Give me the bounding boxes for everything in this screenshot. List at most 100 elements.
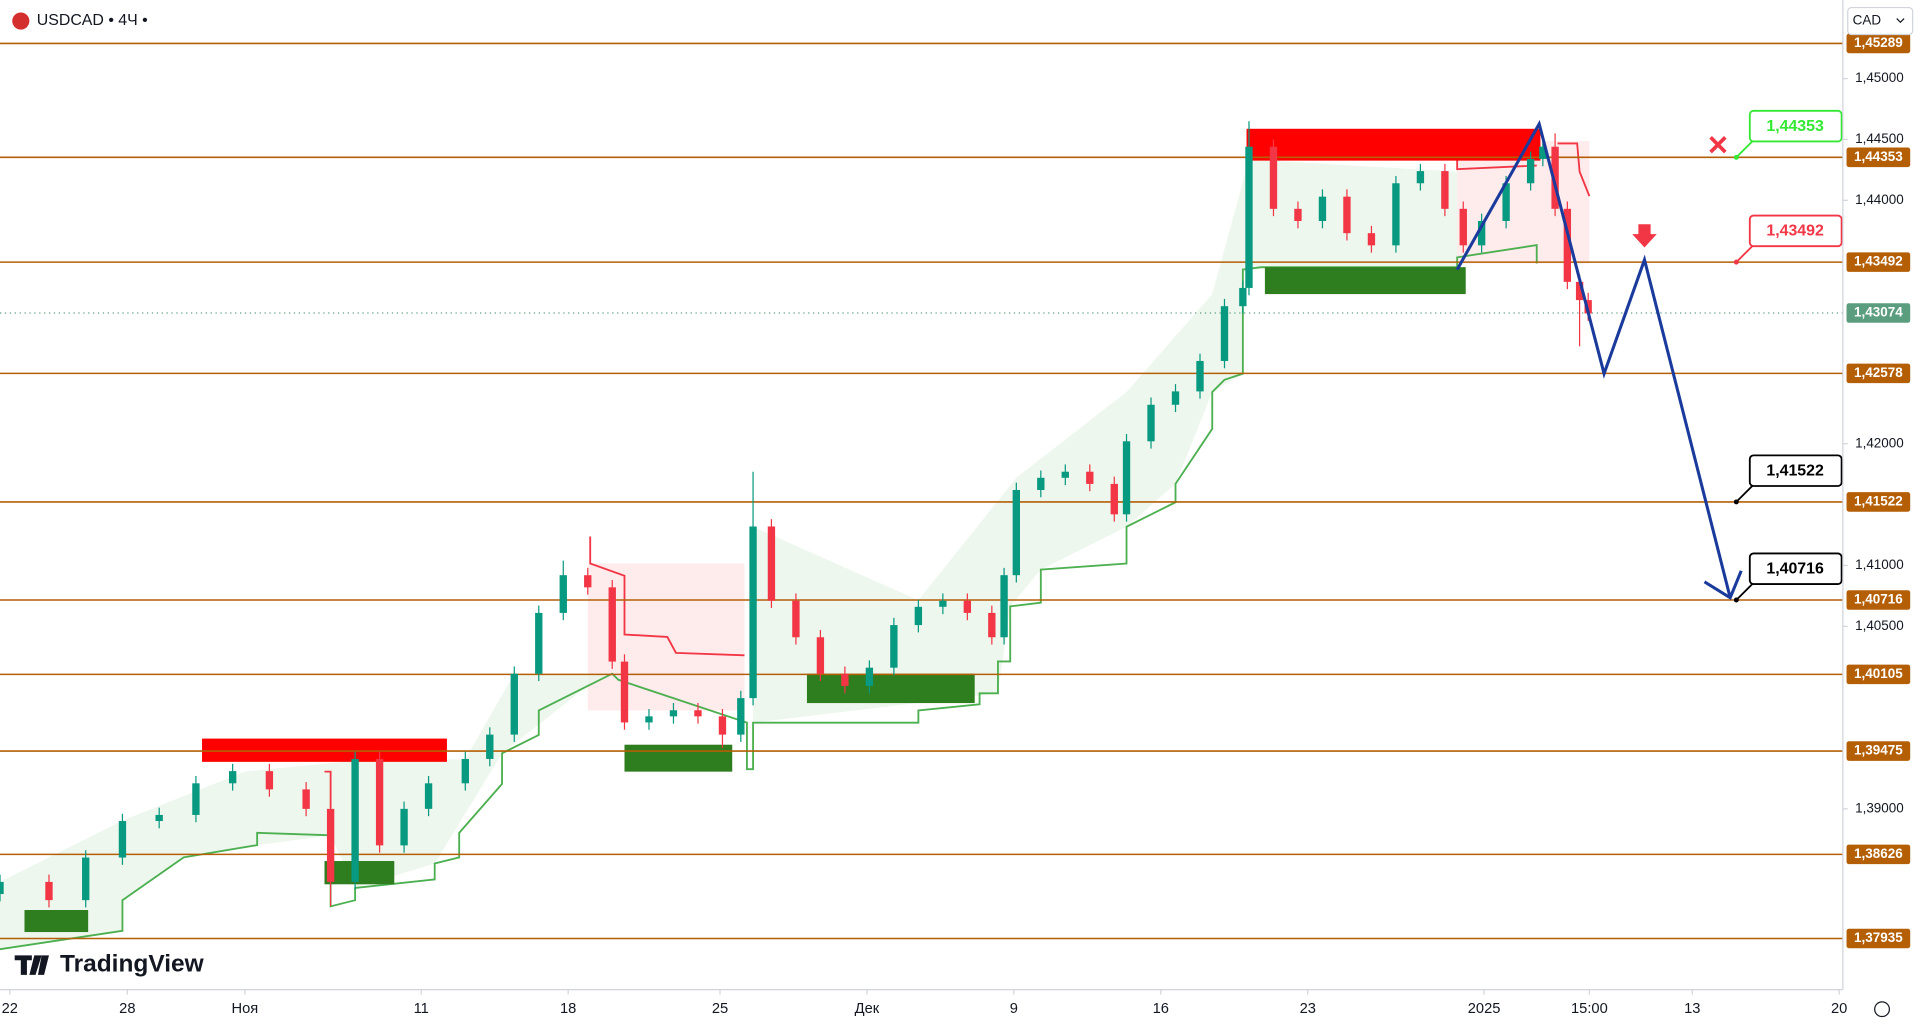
candle-body <box>155 814 163 822</box>
y-tick-label: 1,44000 <box>1855 192 1904 207</box>
settings-icon[interactable] <box>1874 1001 1890 1018</box>
candle-body <box>645 716 653 723</box>
candle-body <box>1502 183 1510 221</box>
candle-body <box>718 716 727 735</box>
x-tick-label: Ноя <box>232 1001 259 1017</box>
logo-mark <box>14 955 49 975</box>
candle-body <box>1563 208 1572 282</box>
candle-body <box>82 857 90 901</box>
level-label: 1,38626 <box>1854 846 1903 861</box>
x-tick-label: 25 <box>712 1001 728 1017</box>
projection-path <box>1455 119 1732 599</box>
callout-box <box>1748 552 1843 586</box>
header: USDCAD • 4Ч • CAD TradingView <box>12 6 1914 1018</box>
candle-body <box>914 606 923 626</box>
candle-body <box>1526 158 1535 184</box>
candle-body <box>1459 208 1467 246</box>
symbol: USDCAD • 4Ч • <box>37 12 148 29</box>
level-label-box <box>1846 33 1911 54</box>
demand-zone <box>806 673 975 704</box>
candle-body <box>326 808 335 882</box>
chevron <box>1896 18 1905 24</box>
x-tick-label: 23 <box>1300 1001 1316 1017</box>
demand-zone <box>24 910 89 933</box>
candle-body <box>1122 441 1131 515</box>
candle-body <box>302 789 310 809</box>
candle-body <box>1245 146 1253 288</box>
candle-body <box>988 612 996 638</box>
callout-pointer <box>1735 484 1755 503</box>
candle-body <box>424 783 433 809</box>
callout-pointer <box>1735 139 1755 158</box>
candle-body <box>0 881 4 895</box>
y-tick-label: 1,40500 <box>1855 618 1904 633</box>
candle-body <box>265 771 274 790</box>
candle-body <box>608 587 616 662</box>
x-tick-label: Дек <box>855 1001 880 1017</box>
time-axis <box>0 989 1920 1029</box>
callout-box <box>1748 454 1843 487</box>
candle-body <box>400 808 408 846</box>
currency-select[interactable] <box>1847 6 1914 36</box>
candle-body <box>45 881 53 901</box>
x-tick-label: 28 <box>119 1001 135 1017</box>
candle-body <box>1147 404 1155 442</box>
candle-body <box>620 661 629 723</box>
x-tick-label: 2025 <box>1468 1001 1501 1017</box>
candle-body <box>510 673 518 735</box>
x-tick-label: 18 <box>560 1001 576 1017</box>
demand-zone <box>1264 267 1466 295</box>
level-label: 1,40716 <box>1854 592 1903 607</box>
candle-body <box>1171 391 1180 405</box>
candle-body <box>841 673 849 686</box>
x-tick-label: 13 <box>1684 1001 1700 1017</box>
level-label-box <box>1846 741 1911 761</box>
y-tick-label: 1,45000 <box>1855 70 1904 85</box>
watermark: TradingView <box>60 951 205 978</box>
candle-body <box>865 667 874 686</box>
arrow-head <box>1703 570 1743 601</box>
last-price-box <box>1846 303 1911 323</box>
y-tick-label: 1,39000 <box>1855 800 1904 815</box>
candle-body <box>890 625 898 668</box>
y-tick-label: 1,44500 <box>1855 131 1904 146</box>
level-label-box <box>1846 590 1911 610</box>
candle-body <box>669 710 678 717</box>
candle-body <box>1416 171 1425 184</box>
candle-body <box>1110 483 1118 515</box>
candle-body <box>1220 306 1229 361</box>
callout-label: 1,41522 <box>1766 462 1824 479</box>
callout-box <box>1748 109 1843 143</box>
candle-body <box>1441 171 1449 209</box>
level-label: 1,43492 <box>1854 254 1903 269</box>
supply-zone <box>1246 128 1541 161</box>
callout-label: 1,43492 <box>1766 223 1824 240</box>
levels <box>0 42 1843 940</box>
trend-fill <box>753 159 1458 723</box>
candle-body <box>1367 233 1376 246</box>
callouts: 1,44353 1,43492 1,41522 1,40716 <box>1733 109 1843 603</box>
projection <box>1455 119 1743 601</box>
last-price-label: 1,43074 <box>1854 305 1903 320</box>
level-label: 1,45289 <box>1854 35 1903 50</box>
y-tick-label: 1,41000 <box>1855 557 1904 572</box>
down-arrow <box>1632 224 1657 248</box>
candle-body <box>1269 146 1278 209</box>
candle-body <box>1477 220 1486 246</box>
x-tick-label: 9 <box>1010 1001 1018 1017</box>
candle-body <box>1294 208 1302 221</box>
candle-body <box>351 758 359 882</box>
level-label: 1,41522 <box>1854 493 1903 508</box>
level-label-box <box>1846 844 1911 865</box>
flag-icon <box>12 12 30 30</box>
y-tick-label: 1,42000 <box>1855 435 1904 450</box>
candle-body <box>461 758 469 784</box>
candle-body <box>1061 471 1069 478</box>
currency[interactable]: CAD <box>1853 13 1882 28</box>
supertrend-down <box>324 770 332 809</box>
supply-zone <box>202 738 447 762</box>
level-label: 1,37935 <box>1854 930 1903 945</box>
candle-body <box>792 600 800 638</box>
candle-body <box>767 526 776 601</box>
